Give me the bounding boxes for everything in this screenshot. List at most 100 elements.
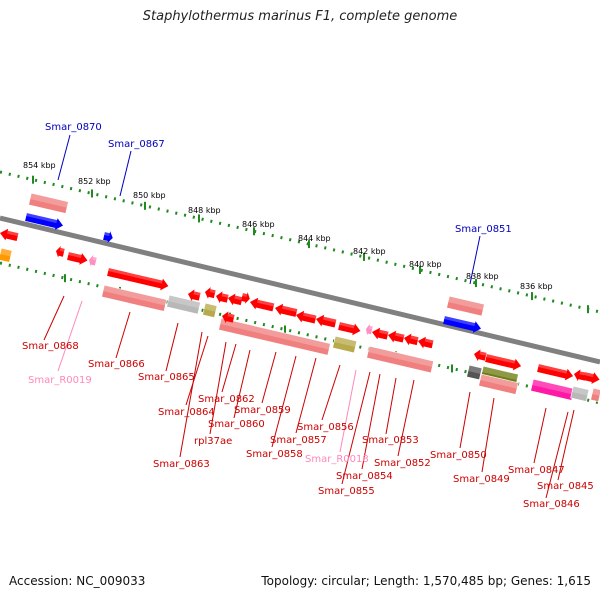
leader-line (233, 349, 251, 419)
feature-block (101, 284, 168, 312)
leader-line (545, 411, 569, 499)
gene-feature (530, 378, 575, 401)
feature-highlight (468, 365, 483, 374)
arrow-shape (107, 268, 169, 291)
gene-label: Smar_0862 (198, 394, 255, 405)
scale-label: 852 kbp (78, 177, 111, 186)
feature-block (466, 364, 483, 381)
leader-line (481, 397, 495, 473)
arrow-shape (216, 291, 229, 304)
leader-line (469, 235, 481, 285)
arrow-highlight (68, 252, 82, 258)
feature-highlight (448, 296, 485, 311)
gene-label: Smar_0865 (138, 372, 195, 383)
gene-feature (101, 284, 168, 312)
feature-block (332, 335, 358, 354)
arrow-shape (56, 245, 65, 258)
accession-text: Accession: NC_009033 (9, 574, 146, 588)
gene-feature (28, 192, 69, 214)
feature-highlight (220, 318, 331, 350)
arrow-highlight (221, 293, 229, 298)
gene-label: Smar_0860 (208, 419, 265, 430)
arrow-shape (222, 311, 235, 324)
leader-line (165, 322, 179, 372)
gene-label: Smar_0858 (246, 449, 303, 460)
leader-line (385, 377, 397, 435)
gene-arrow (56, 245, 65, 258)
arrow-highlight (242, 293, 248, 298)
arrow-highlight (209, 289, 216, 294)
arrow-highlight (368, 325, 373, 330)
arrow-shape (205, 287, 216, 299)
gene-arrow (316, 314, 337, 328)
gene-feature (218, 317, 331, 356)
arrow-highlight (410, 335, 419, 341)
leader-line (209, 341, 227, 435)
arrow-highlight (339, 322, 355, 329)
gene-arrow (222, 311, 235, 324)
arrow-shape (89, 254, 97, 267)
feature-block (366, 345, 434, 374)
arrow-highlight (257, 299, 275, 307)
arrow-shape (67, 252, 88, 265)
gene-feature (0, 247, 13, 263)
feature-block (202, 302, 218, 318)
outer-tick-row (0, 170, 600, 314)
arrow-shape (485, 354, 522, 371)
gene-arrow (583, 372, 600, 384)
feature-highlight (0, 248, 13, 257)
gene-feature (446, 295, 485, 317)
leader-line (341, 371, 371, 485)
arrow-highlight (227, 313, 235, 318)
arrow-shape (250, 297, 275, 312)
arrow-shape (418, 336, 434, 349)
feature-highlight (482, 366, 519, 381)
arrow-shape (537, 364, 574, 381)
feature-highlight (204, 303, 218, 312)
leader-line (271, 355, 297, 448)
feature-block (446, 295, 485, 317)
gene-label: Smar_0855 (318, 486, 375, 497)
arrow-highlight (379, 329, 389, 335)
arrow-shape (25, 213, 64, 230)
arrow-highlight (234, 295, 243, 301)
arrow-highlight (444, 316, 476, 327)
map-title: Staphylothermus marinus F1, complete gen… (142, 9, 458, 24)
gene-arrow (366, 323, 373, 336)
gene-arrow (404, 333, 419, 346)
feature-highlight (592, 388, 600, 396)
leader-line (43, 295, 65, 341)
leader-line (185, 335, 209, 406)
scale-label: 850 kbp (133, 191, 166, 200)
arrow-shape (0, 228, 19, 241)
leader-line (459, 391, 471, 449)
arrow-highlight (193, 291, 201, 296)
gene-arrow (107, 268, 169, 291)
arrow-highlight (584, 372, 594, 378)
arrow-shape (404, 333, 419, 346)
leader-line (397, 379, 415, 457)
gene-arrow (296, 310, 317, 324)
arrow-highlight (282, 305, 298, 313)
leader-line (261, 351, 277, 404)
feature-highlight (168, 295, 201, 309)
arrow-shape (275, 303, 298, 317)
arrow-shape (296, 310, 317, 324)
feature-highlight (532, 379, 575, 395)
feature-block (0, 247, 13, 263)
gene-label: Smar_0854 (336, 471, 393, 482)
arrow-shape (474, 349, 487, 362)
scale-label: 838 kbp (466, 272, 499, 281)
leader-line (361, 373, 381, 470)
arrow-shape (338, 322, 361, 336)
gene-arrow (388, 330, 405, 343)
gene-arrow (0, 228, 19, 241)
leader-line (533, 407, 547, 464)
scale-label: 854 kbp (23, 161, 56, 170)
gene-arrow (443, 316, 482, 333)
gene-arrow (216, 291, 229, 304)
gene-feature (166, 294, 201, 315)
gene-label: Smar_R0019 (28, 375, 92, 386)
gene-label: Smar_0867 (108, 139, 165, 150)
gene-arrow (537, 364, 574, 381)
